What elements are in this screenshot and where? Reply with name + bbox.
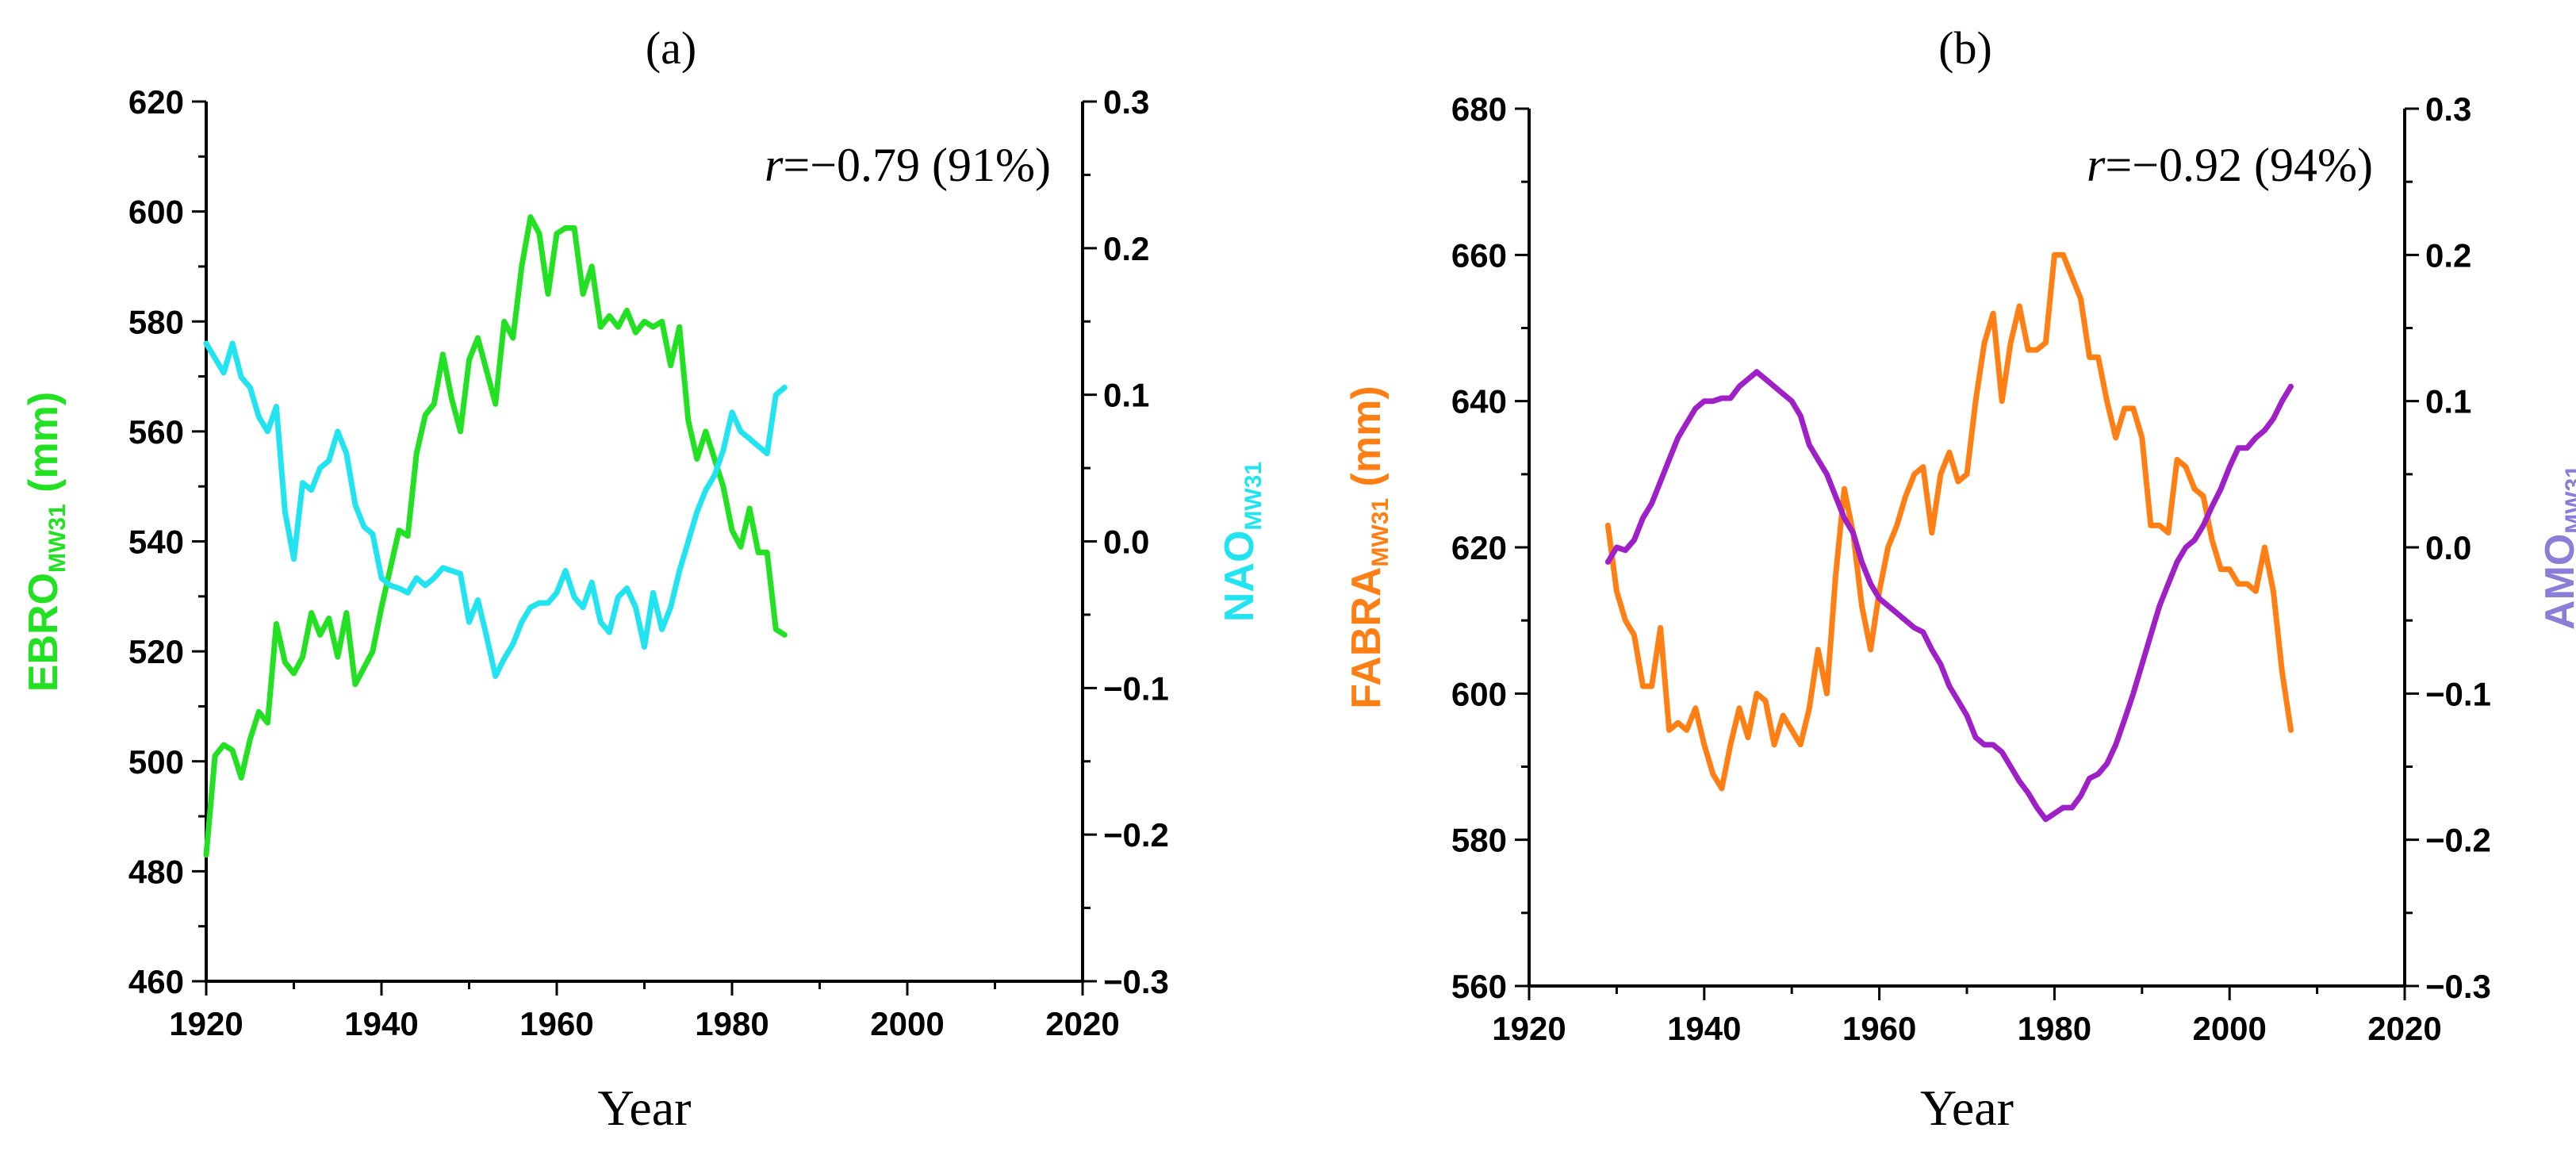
series-line-nao-mw31 — [203, 340, 788, 679]
y-right-axis-label-main: AMO — [2537, 534, 2576, 630]
y-left-tick-label: 560 — [1451, 968, 1507, 1005]
y-left-tick-label: 600 — [128, 194, 184, 231]
y-left-tick-label: 660 — [1451, 236, 1507, 274]
y-right-tick-label: −0.1 — [1103, 669, 1169, 707]
x-axis-label: Year — [1920, 1080, 2014, 1136]
y-right-axis-label-main: NAO — [1217, 531, 1263, 623]
y-right-tick-label: 0.2 — [2425, 236, 2471, 274]
x-tick-label: 2000 — [2192, 1010, 2266, 1047]
correlation-annotation: r=−0.92 (94%) — [2087, 139, 2373, 191]
correlation-value: =−0.92 (94%) — [2105, 139, 2373, 191]
y-left-tick-label: 600 — [1451, 675, 1507, 712]
x-tick-label: 1940 — [1667, 1010, 1741, 1047]
y-right-tick-label: 0.0 — [1103, 524, 1149, 561]
y-left-axis-label-main: EBRO — [21, 573, 67, 692]
y-left-tick-label: 680 — [1451, 90, 1507, 128]
y-right-tick-label: −0.2 — [2425, 822, 2491, 859]
panel-a: 1920 1940 1960 1980 2000 2020 460 480 500 520 540 5… — [21, 22, 1267, 1136]
x-tick-label: 2020 — [1045, 1005, 1119, 1042]
y-left-tick-label: 580 — [1451, 822, 1507, 859]
y-right-tick-label: 0.0 — [2425, 529, 2471, 566]
panel-b: 1920 1940 1960 1980 2000 2020 560 580 600 620 640 6… — [1344, 22, 2576, 1136]
y-left-tick-label: 540 — [128, 524, 184, 561]
y-right-tick-label: −0.3 — [1103, 963, 1169, 1000]
y-right-tick-label: −0.1 — [2425, 675, 2491, 712]
y-right-axis-label: NAOMW31 — [1217, 462, 1267, 622]
series-line-amo-mw31 — [1604, 369, 2294, 823]
y-right-tick-label: −0.2 — [1103, 816, 1169, 854]
y-right-axis-label: AMOMW31 — [2537, 465, 2576, 630]
y-right-tick-label: 0.1 — [2425, 383, 2471, 420]
axes-frame — [205, 102, 1084, 983]
y-left-tick-label: 500 — [128, 743, 184, 781]
y-left-axis-label-sub: MW31 — [44, 504, 71, 573]
y-left-tick-label: 560 — [128, 413, 184, 451]
y-right-tick-label: 0.3 — [1103, 83, 1149, 121]
y-left-axis-label-main: FABRA — [1344, 567, 1390, 709]
y-left-axis-label: EBROMW31 (mm) — [21, 392, 71, 693]
panel-title: (b) — [1938, 22, 1992, 74]
y-right-tick-label: 0.1 — [1103, 377, 1149, 414]
series-line-ebro-mw31 — [203, 214, 788, 858]
y-left-tick-label: 620 — [1451, 529, 1507, 566]
y-left-tick-label: 460 — [128, 963, 184, 1000]
x-tick-label: 1960 — [519, 1005, 593, 1042]
x-tick-label: 2020 — [2367, 1010, 2441, 1047]
y-left-axis-label-unit: (mm) — [21, 392, 67, 505]
y-left-tick-label: 480 — [128, 853, 184, 890]
y-left-axis-label: FABRAMW31 (mm) — [1344, 386, 1393, 708]
y-right-axis-label-sub: MW31 — [1240, 462, 1267, 531]
y-right-tick-label: −0.3 — [2425, 968, 2491, 1005]
y-left-tick-label: 640 — [1451, 383, 1507, 420]
panel-title: (a) — [646, 22, 696, 74]
y-left-tick-label: 520 — [128, 633, 184, 670]
x-tick-label: 1980 — [695, 1005, 769, 1042]
y-left-tick-label: 580 — [128, 303, 184, 340]
x-tick-label: 1920 — [169, 1005, 243, 1042]
y-left-tick-label: 620 — [128, 83, 184, 121]
x-tick-label: 1920 — [1492, 1010, 1566, 1047]
correlation-annotation: r=−0.79 (91%) — [765, 139, 1051, 191]
x-tick-label: 1980 — [2018, 1010, 2091, 1047]
axes-frame — [1528, 109, 2406, 988]
correlation-value: =−0.79 (91%) — [783, 139, 1051, 191]
x-tick-label: 2000 — [870, 1005, 944, 1042]
y-right-tick-label: 0.3 — [2425, 90, 2471, 128]
series-line-fabra-mw31 — [1604, 251, 2294, 792]
y-right-tick-label: 0.2 — [1103, 230, 1149, 267]
y-left-axis-label-unit: (mm) — [1344, 386, 1390, 498]
x-tick-label: 1960 — [1842, 1010, 1916, 1047]
x-tick-label: 1940 — [344, 1005, 418, 1042]
correlation-r-symbol: r — [765, 139, 784, 191]
y-left-axis-label-sub: MW31 — [1367, 498, 1393, 567]
x-axis-label: Year — [598, 1080, 692, 1136]
y-right-axis-label-sub: MW31 — [2561, 465, 2576, 534]
correlation-r-symbol: r — [2087, 139, 2106, 191]
